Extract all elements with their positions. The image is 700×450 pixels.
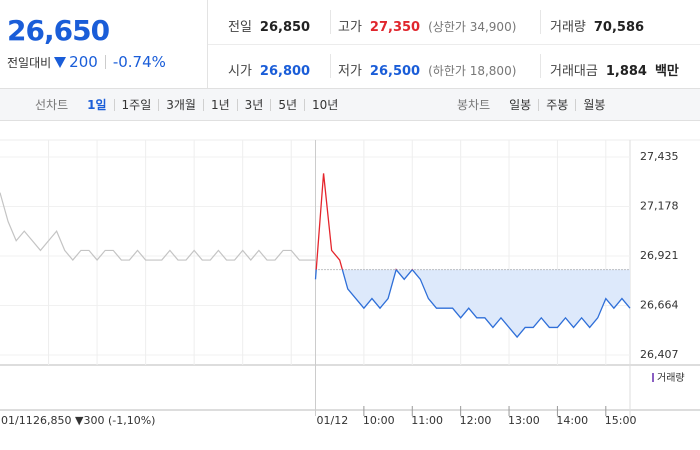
divider <box>540 54 541 78</box>
x-tick-label: 14:00 <box>556 414 588 427</box>
x-tick-label: 11:00 <box>411 414 443 427</box>
group-label: 선차트 <box>35 98 69 112</box>
separator <box>104 55 106 69</box>
stat-label: 전일 <box>228 20 252 35</box>
period-option[interactable]: 3개월 <box>158 98 203 111</box>
group-label: 봉차트 <box>457 98 491 112</box>
day-label: 01/11 <box>1 414 33 427</box>
x-tick-label: 10:00 <box>363 414 395 427</box>
y-tick-label: 26,664 <box>640 299 679 312</box>
candle-chart-options: 봉차트 일봉 주봉 월봉 <box>457 89 612 120</box>
stat-unit: 백만 <box>654 64 679 79</box>
candle-option[interactable]: 월봉 <box>575 98 612 111</box>
row-divider <box>208 44 700 45</box>
stat: 거래대금 1,884 백만 <box>550 60 679 79</box>
stat-label: 저가 <box>338 64 362 79</box>
y-tick-label: 26,921 <box>640 249 679 262</box>
line-chart-options: 선차트 1일 1주일 3개월 1년 3년 5년 10년 <box>35 89 345 120</box>
x-tick-label: 13:00 <box>508 414 540 427</box>
stat-note: (상한가 34,900) <box>428 20 517 34</box>
divider <box>540 10 541 34</box>
period-option[interactable]: 1일 <box>87 97 107 112</box>
y-tick-label: 27,178 <box>640 200 679 213</box>
stat: 저가 26,500 (하한가 18,800) <box>338 60 516 79</box>
stat-label: 거래대금 <box>550 64 598 79</box>
stat-value: 70,586 <box>593 20 645 35</box>
down-icon <box>54 56 67 68</box>
stat: 고가 27,350 (상한가 34,900) <box>338 16 516 35</box>
period-option[interactable]: 3년 <box>236 98 271 111</box>
stat-note: (하한가 18,800) <box>428 64 517 78</box>
stat: 전일 26,850 <box>228 16 310 35</box>
y-tick-label: 26,407 <box>640 348 679 361</box>
day-label: 01/12 <box>317 414 349 427</box>
y-tick-label: 27,435 <box>640 150 679 163</box>
stat-value: 26,800 <box>259 64 311 79</box>
line <box>314 173 631 339</box>
divider <box>330 54 331 78</box>
stat-label: 시가 <box>228 64 252 79</box>
divider <box>330 10 331 34</box>
change: 200 <box>69 53 98 71</box>
price-panel: 26,650 전일대비 200 -0.74% <box>0 0 208 88</box>
day-note: 26,850 ▼300 (-1,10%) <box>33 414 155 427</box>
candle-option[interactable]: 주봉 <box>538 98 575 111</box>
toolbar: 선차트 1일 1주일 3개월 1년 3년 5년 10년 봉차트 일봉 주봉 월봉 <box>0 88 700 121</box>
line <box>0 192 316 261</box>
current-price: 26,650 <box>7 14 110 47</box>
period-option[interactable]: 10년 <box>304 98 345 111</box>
legend-label: 거래량 <box>657 372 685 384</box>
candle-option[interactable]: 일봉 <box>509 97 532 112</box>
stat-value: 1,884 <box>605 64 647 79</box>
period-option[interactable]: 1주일 <box>113 98 159 111</box>
change-label: 전일대비 <box>7 55 52 70</box>
period-option[interactable]: 5년 <box>270 98 304 111</box>
period-option[interactable]: 1년 <box>202 98 237 111</box>
stat: 시가 26,800 <box>228 60 310 79</box>
x-tick-label: 12:00 <box>460 414 492 427</box>
change-pct: -0.74% <box>112 53 166 71</box>
change-row: 전일대비 200 -0.74% <box>7 53 166 71</box>
stat-label: 거래량 <box>550 20 586 35</box>
legend-swatch <box>652 373 654 382</box>
area-fill <box>315 173 630 338</box>
chart: 27,435 27,178 26,921 26,664 26,407 10:00 11:00… <box>0 139 700 427</box>
stat-value: 26,850 <box>259 20 311 35</box>
x-tick-label: 15:00 <box>605 414 637 427</box>
stat-label: 고가 <box>338 20 362 35</box>
stat-value: 26,500 <box>369 64 421 79</box>
stat: 거래량 70,586 <box>550 16 644 35</box>
stat-value: 27,350 <box>369 20 421 35</box>
